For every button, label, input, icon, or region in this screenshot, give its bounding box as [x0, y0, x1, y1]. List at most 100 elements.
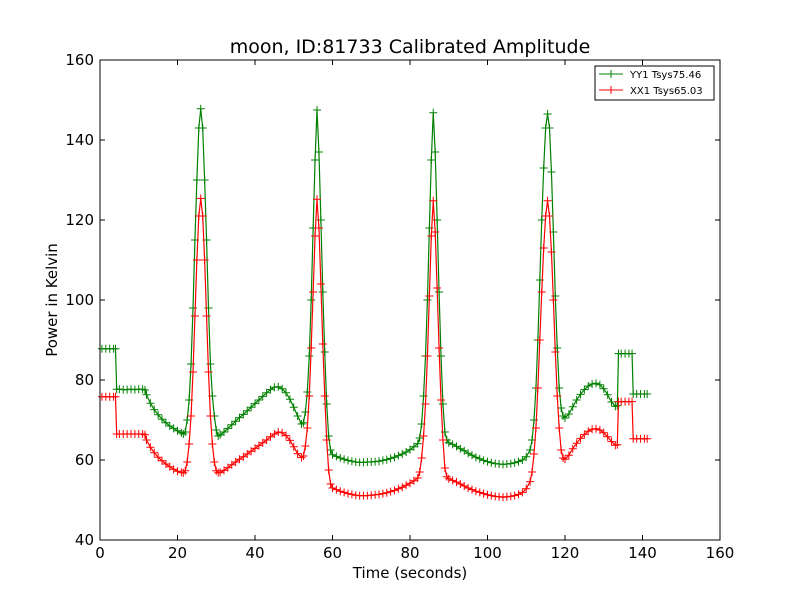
- data-point: [183, 416, 192, 424]
- data-point: [111, 344, 120, 353]
- data-point: [309, 288, 318, 296]
- data-point: [398, 483, 407, 492]
- data-point: [479, 456, 488, 465]
- data-point: [464, 449, 473, 458]
- data-point: [386, 487, 395, 496]
- x-tick-label: 20: [168, 544, 187, 562]
- data-point: [483, 490, 492, 499]
- data-point: [347, 457, 356, 466]
- data-point: [196, 194, 205, 203]
- data-point: [223, 424, 232, 433]
- data-point: [154, 453, 163, 462]
- data-point: [262, 436, 271, 444]
- data-point: [382, 488, 391, 497]
- legend-marker-xx1: [607, 86, 615, 94]
- x-tick-label: 100: [473, 544, 502, 562]
- data-point: [423, 296, 432, 304]
- data-point: [409, 442, 418, 451]
- data-point: [427, 232, 436, 240]
- data-point: [429, 196, 438, 205]
- data-point: [289, 442, 298, 451]
- data-point: [613, 440, 622, 449]
- data-point: [204, 368, 213, 376]
- data-point: [212, 466, 221, 475]
- data-point: [285, 436, 294, 445]
- data-point: [576, 390, 585, 399]
- data-point: [301, 442, 310, 450]
- data-point: [572, 439, 581, 448]
- x-axis-label: Time (seconds): [352, 564, 468, 582]
- data-point: [437, 396, 445, 404]
- data-point: [220, 428, 228, 436]
- data-point: [386, 454, 395, 463]
- data-point: [514, 490, 523, 499]
- data-point: [613, 401, 622, 410]
- data-point: [307, 296, 316, 304]
- data-point: [572, 396, 581, 404]
- data-point: [471, 453, 480, 462]
- data-point: [231, 417, 240, 426]
- x-tick-label: 40: [245, 544, 264, 562]
- x-tick-label: 120: [551, 544, 580, 562]
- data-point: [603, 432, 612, 441]
- series-xx1: [97, 194, 652, 502]
- data-point: [247, 403, 256, 412]
- data-point: [468, 485, 476, 494]
- data-point: [429, 108, 438, 117]
- data-point: [588, 380, 597, 388]
- data-point: [607, 398, 616, 406]
- data-point: [559, 454, 568, 462]
- data-point: [559, 412, 568, 420]
- data-point: [423, 352, 432, 360]
- data-point: [543, 196, 552, 205]
- data-point: [564, 451, 573, 460]
- data-point: [539, 244, 548, 252]
- data-point: [555, 424, 564, 432]
- data-point: [530, 450, 538, 458]
- data-point: [270, 430, 279, 438]
- legend-label-yy1: YY1 Tsys75.46: [629, 70, 701, 81]
- data-point: [289, 403, 298, 412]
- data-point: [592, 424, 600, 433]
- data-point: [185, 440, 194, 448]
- data-point: [528, 468, 537, 476]
- data-point: [140, 386, 149, 394]
- data-point: [316, 280, 325, 288]
- data-point: [398, 450, 407, 458]
- data-point: [479, 489, 488, 498]
- data-point: [227, 420, 236, 429]
- data-point: [142, 390, 151, 399]
- data-point: [192, 256, 201, 264]
- data-point: [425, 292, 434, 300]
- data-point: [390, 486, 399, 495]
- data-point: [336, 487, 345, 496]
- x-tick-label: 140: [628, 544, 657, 562]
- data-point: [297, 453, 306, 462]
- data-point: [196, 104, 205, 113]
- data-point: [510, 491, 519, 500]
- data-point: [326, 480, 335, 488]
- x-tick-label: 80: [400, 544, 419, 562]
- data-point: [464, 484, 473, 492]
- data-point: [146, 443, 155, 452]
- data-point: [198, 124, 207, 132]
- data-point: [518, 488, 527, 497]
- data-point: [415, 434, 424, 442]
- data-point: [442, 472, 451, 481]
- data-point: [299, 418, 308, 427]
- data-point: [150, 448, 159, 457]
- data-point: [413, 474, 422, 482]
- data-point: [318, 288, 327, 296]
- data-point: [322, 400, 331, 408]
- data-point: [487, 491, 496, 500]
- data-point: [475, 488, 484, 497]
- data-point: [537, 216, 546, 224]
- data-point: [320, 392, 329, 400]
- data-point: [487, 458, 496, 467]
- data-point: [324, 466, 333, 474]
- data-point: [328, 484, 337, 492]
- data-point: [344, 456, 352, 465]
- data-point: [452, 478, 461, 486]
- data-point: [438, 436, 447, 444]
- series-yy1: [97, 104, 652, 469]
